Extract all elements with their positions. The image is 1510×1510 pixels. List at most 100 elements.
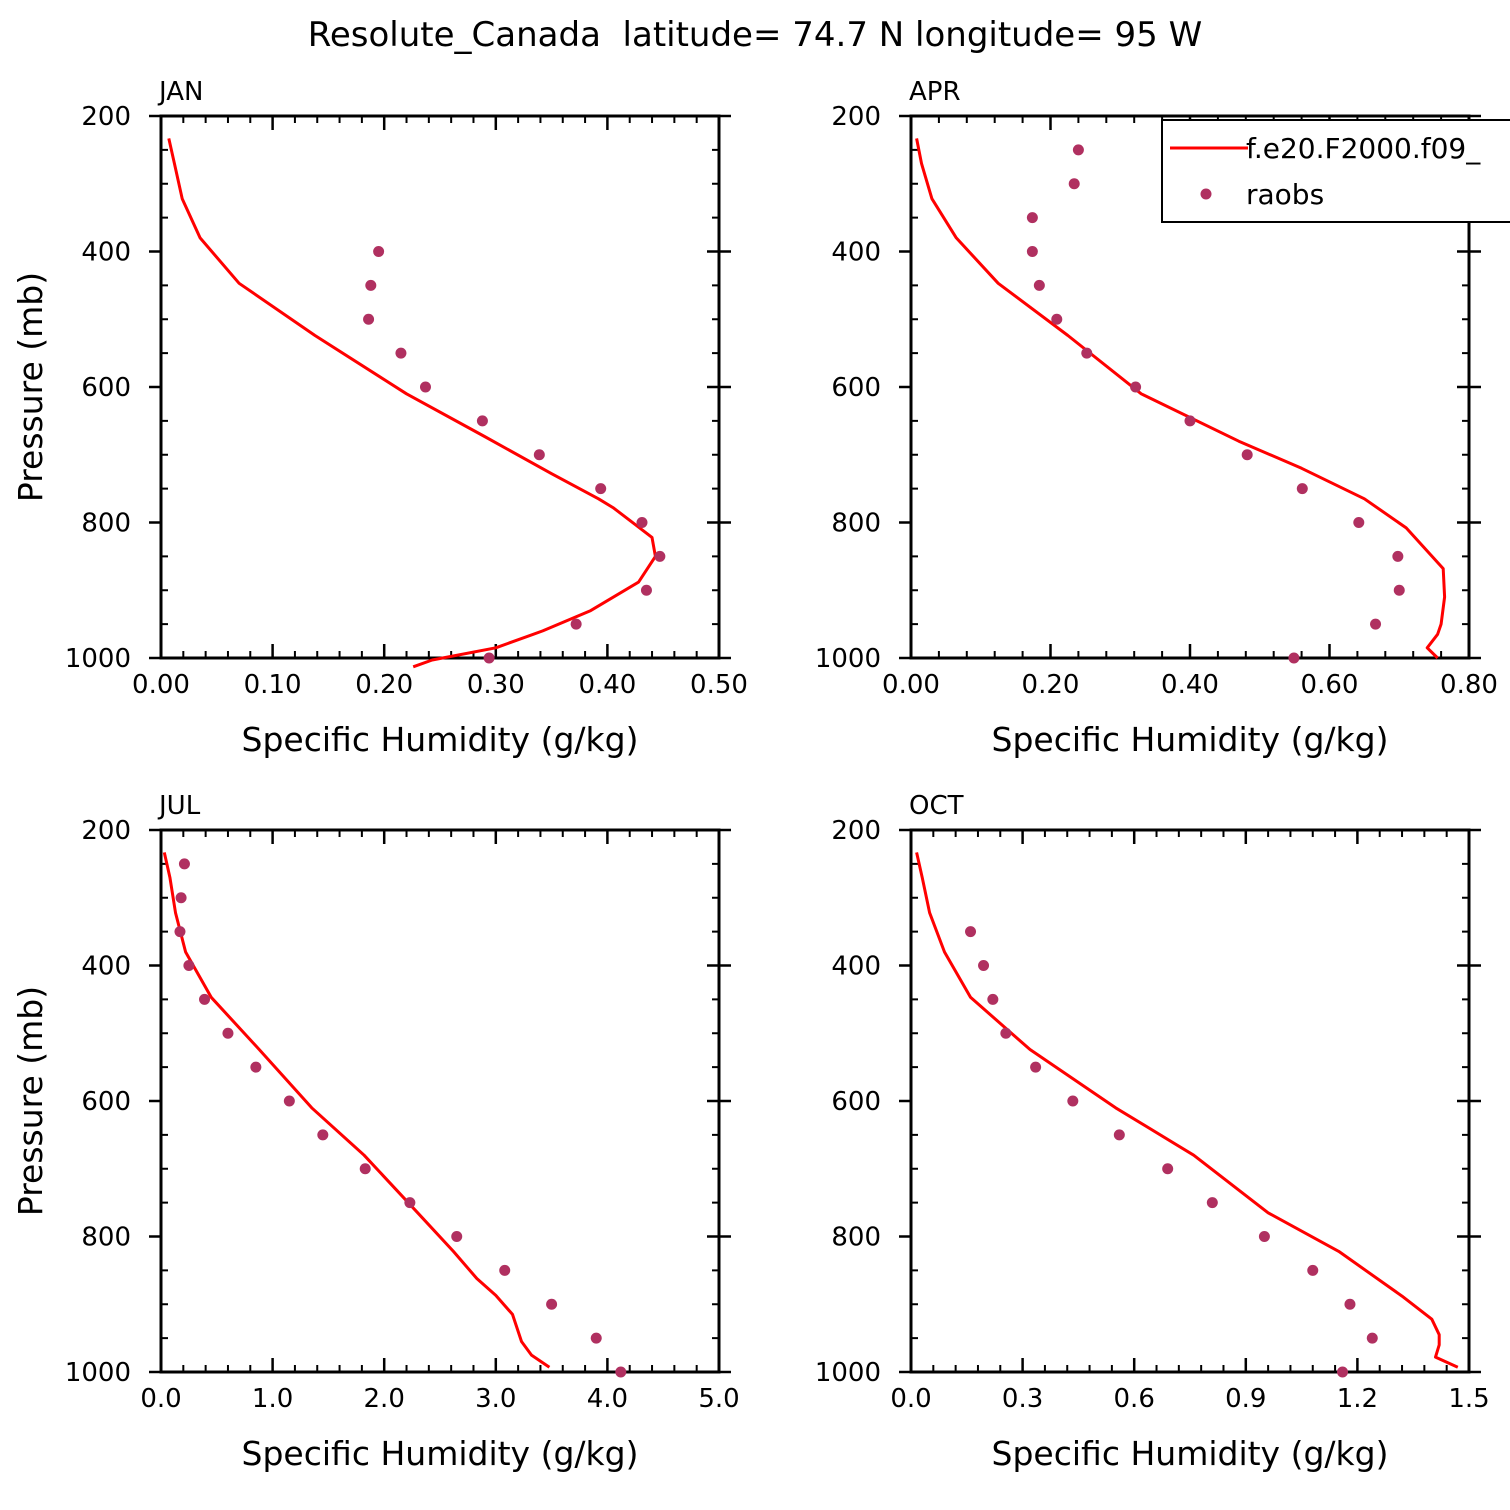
x-tick-label: 0.30 (467, 670, 525, 700)
raob-point (373, 246, 385, 257)
raob-point (1258, 1231, 1270, 1242)
x-tick-label: 0.00 (132, 670, 190, 700)
raob-point (175, 892, 187, 904)
y-tick-label: 600 (81, 1087, 131, 1117)
y-tick-label: 200 (81, 102, 131, 132)
raob-point (1307, 1264, 1319, 1276)
raob-point (1067, 1095, 1079, 1107)
raob-point (395, 347, 407, 359)
panel-title: JUL (157, 791, 201, 821)
y-tick-label: 400 (81, 952, 131, 982)
raob-point (483, 652, 495, 664)
panel-oct: OCT 0.0 0.3 0.6 0.9 1.2 1.5 200 400 600 800 1000 Spe… (815, 791, 1490, 1473)
raob-point (1353, 517, 1365, 528)
x-tick-label: 0.00 (882, 670, 940, 700)
x-tick-label: 0.6 (1114, 1384, 1155, 1414)
raob-point (654, 550, 666, 562)
panel-apr: APR 0.00 0.20 0.40 0.60 0.80 200 400 600 800 1000 S… (815, 77, 1498, 759)
raob-point (317, 1129, 329, 1141)
y-tick-label: 600 (831, 373, 881, 403)
x-tick-label: 0.10 (244, 670, 302, 700)
y-tick-label: 400 (831, 238, 881, 268)
y-tick-label: 800 (81, 1223, 131, 1253)
y-tick-label: 1000 (815, 1358, 881, 1388)
raob-point (1393, 584, 1405, 596)
raob-point (978, 960, 990, 971)
raob-point (1344, 1298, 1356, 1310)
legend-label-model: f.e20.F2000.f09_ (1246, 132, 1481, 165)
raob-point (1026, 212, 1038, 224)
panel-jul: JUL 0.0 1.0 2.0 3.0 4.0 5.0 200 400 600 800 1000 Spe… (11, 791, 740, 1473)
y-tick-label: 600 (81, 373, 131, 403)
raob-point (222, 1027, 234, 1039)
raob-point (365, 279, 377, 291)
raob-point (640, 584, 652, 596)
raob-point (570, 618, 582, 630)
x-tick-label: 1.5 (1448, 1384, 1489, 1414)
raob-point (1296, 483, 1308, 495)
panel-title: JAN (157, 77, 203, 107)
x-tick-label: 0.0 (140, 1384, 181, 1414)
x-tick-label: 3.0 (475, 1384, 516, 1414)
y-axis-label: Pressure (mb) (11, 986, 50, 1216)
raob-point (499, 1264, 511, 1276)
raob-point (1051, 313, 1063, 325)
x-tick-label: 0.9 (1225, 1384, 1266, 1414)
raob-point (987, 993, 999, 1005)
y-axis-label: Pressure (mb) (11, 272, 50, 502)
figure-title: Resolute_Canada latitude= 74.7 N longitu… (308, 15, 1202, 55)
raob-point (1033, 279, 1045, 291)
y-tick-label: 200 (831, 102, 881, 132)
y-tick-label: 1000 (65, 1358, 131, 1388)
panel-title: APR (909, 77, 961, 107)
raob-point (1337, 1366, 1349, 1378)
x-tick-label: 1.0 (252, 1384, 293, 1414)
raob-point (1068, 178, 1080, 190)
x-tick-label: 0.40 (1161, 670, 1219, 700)
x-tick-label: 0.20 (355, 670, 413, 700)
panel-title: OCT (909, 791, 964, 821)
raob-point (363, 313, 375, 325)
raob-point (1370, 618, 1382, 630)
raob-point (595, 483, 607, 495)
x-tick-label: 0.3 (1002, 1384, 1043, 1414)
x-tick-label: 0.40 (578, 670, 636, 700)
y-tick-label: 800 (831, 1223, 881, 1253)
legend-label-raobs: raobs (1246, 178, 1324, 211)
raob-point (178, 858, 190, 870)
raob-point (546, 1298, 558, 1310)
x-tick-label: 0.0 (890, 1384, 931, 1414)
raob-point (1162, 1163, 1174, 1175)
legend: f.e20.F2000.f09_raobs (1161, 119, 1510, 223)
model-line (915, 138, 1447, 660)
raob-point (636, 517, 648, 528)
raob-point (1366, 1332, 1378, 1344)
x-tick-label: 5.0 (698, 1384, 739, 1414)
x-axis-label: Specific Humidity (g/kg) (242, 720, 639, 759)
x-tick-label: 4.0 (587, 1384, 628, 1414)
legend-marker-swatch (1200, 188, 1212, 200)
raob-point (965, 926, 977, 938)
raob-point (1241, 449, 1253, 461)
raob-point (1184, 415, 1196, 427)
raob-point (199, 993, 211, 1005)
y-tick-label: 800 (81, 509, 131, 539)
raob-point (476, 415, 488, 427)
y-tick-label: 1000 (65, 644, 131, 674)
raob-point (1113, 1129, 1125, 1141)
raob-point (1081, 347, 1093, 359)
raob-point (419, 381, 431, 393)
raob-point (250, 1061, 262, 1073)
model-line (915, 852, 1459, 1369)
raob-point (1030, 1061, 1042, 1073)
x-tick-label: 0.60 (1301, 670, 1359, 700)
x-axis-label: Specific Humidity (g/kg) (242, 1434, 639, 1473)
raob-point (590, 1332, 602, 1344)
y-tick-label: 400 (831, 952, 881, 982)
raob-point (1130, 381, 1142, 393)
x-tick-label: 2.0 (364, 1384, 405, 1414)
x-tick-label: 0.50 (690, 670, 748, 700)
x-axis-label: Specific Humidity (g/kg) (992, 1434, 1389, 1473)
raob-point (1026, 246, 1038, 257)
